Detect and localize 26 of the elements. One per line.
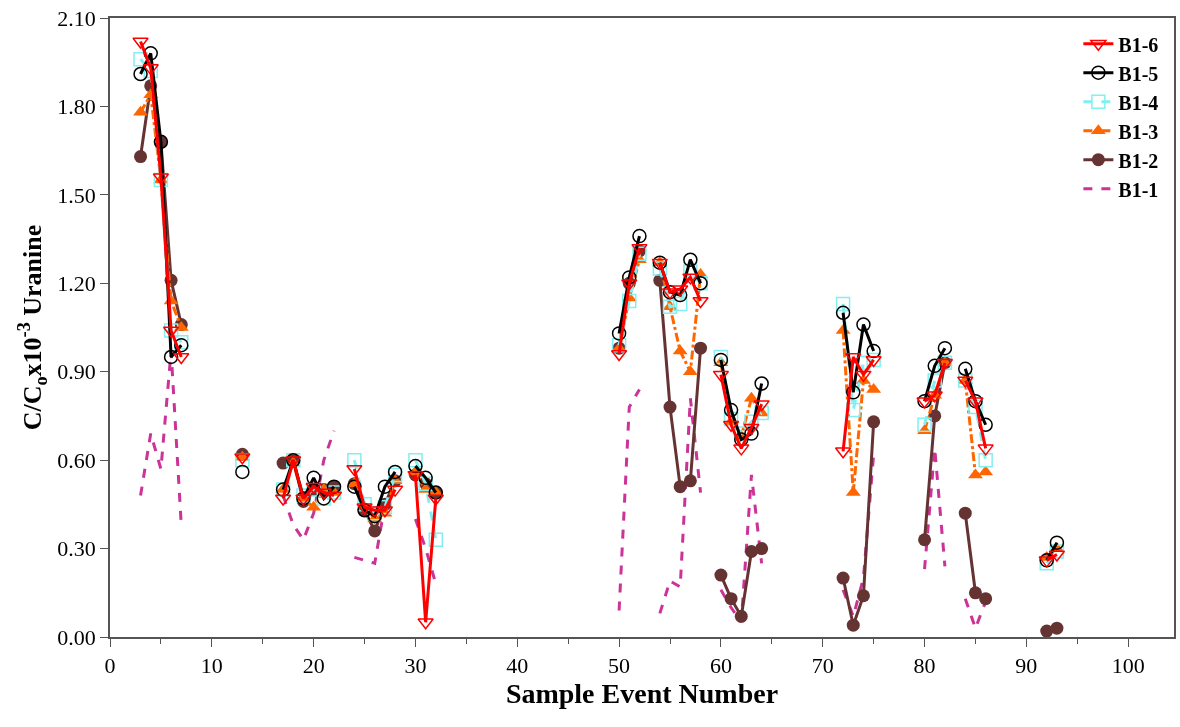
legend-label: B1-1 [1118,178,1159,201]
x-tick-label: 0 [104,653,116,679]
legend-label: B1-4 [1118,91,1159,114]
y-tick-label: 2.10 [57,5,96,31]
y-tick-label: 1.80 [57,94,96,120]
x-tick-label: 50 [608,653,631,679]
x-tick-label: 10 [200,653,223,679]
x-tick-label: 70 [811,653,834,679]
legend-label: B1-2 [1118,149,1159,172]
legend-label: B1-5 [1118,62,1159,85]
legend-label: B1-3 [1118,120,1159,143]
x-tick-label: 80 [913,653,936,679]
x-tick-label: 20 [302,653,325,679]
x-tick-label: 40 [506,653,529,679]
y-tick-label: 0.90 [57,359,96,385]
x-tick-label: 60 [709,653,732,679]
x-tick-label: 100 [1111,653,1145,679]
x-tick-label: 90 [1015,653,1038,679]
x-tick-label: 30 [404,653,427,679]
x-axis-title: Sample Event Number [505,678,779,710]
y-tick-label: 0.60 [57,447,96,473]
y-tick-label: 1.20 [57,270,96,296]
y-tick-label: 0.00 [57,624,96,650]
y-tick-label: 0.30 [57,536,96,562]
legend-label: B1-6 [1118,33,1159,56]
y-tick-label: 1.50 [57,182,96,208]
